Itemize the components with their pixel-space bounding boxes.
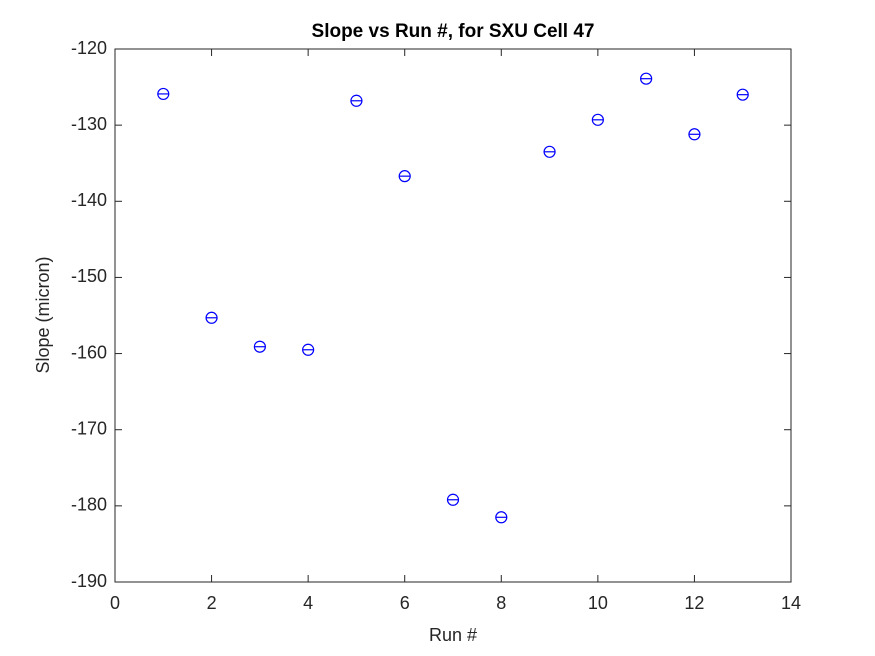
point bbox=[157, 87, 170, 101]
x-axis-label: Run # bbox=[429, 625, 477, 645]
point bbox=[495, 511, 508, 524]
y-tick-label: -170 bbox=[71, 418, 107, 438]
x-tick-label: 8 bbox=[496, 593, 506, 613]
point bbox=[736, 88, 749, 101]
y-tick-label: -160 bbox=[71, 342, 107, 362]
y-tick-label: -140 bbox=[71, 190, 107, 210]
point bbox=[398, 170, 411, 183]
point bbox=[446, 493, 460, 506]
point bbox=[205, 311, 218, 324]
y-axis-label: Slope (micron) bbox=[33, 256, 53, 373]
x-tick-label: 10 bbox=[588, 593, 608, 613]
x-tick-label: 6 bbox=[400, 593, 410, 613]
y-tick-label: -120 bbox=[71, 38, 107, 58]
y-tick-label: -130 bbox=[71, 114, 107, 134]
x-tick-label: 12 bbox=[684, 593, 704, 613]
x-tick-label: 2 bbox=[207, 593, 217, 613]
x-tick-label: 14 bbox=[781, 593, 801, 613]
point bbox=[591, 113, 604, 126]
point bbox=[302, 343, 315, 356]
y-tick-label: -150 bbox=[71, 266, 107, 286]
x-tick-label: 0 bbox=[110, 593, 120, 613]
chart-title: Slope vs Run #, for SXU Cell 47 bbox=[312, 21, 595, 42]
point bbox=[253, 340, 266, 353]
plot-box bbox=[114, 48, 792, 583]
point bbox=[543, 145, 556, 158]
point bbox=[640, 72, 653, 85]
y-tick-label: -180 bbox=[71, 495, 107, 515]
x-tick-label: 4 bbox=[303, 593, 313, 613]
point bbox=[688, 128, 701, 141]
point bbox=[350, 94, 363, 107]
y-tick-label: -190 bbox=[71, 571, 107, 591]
